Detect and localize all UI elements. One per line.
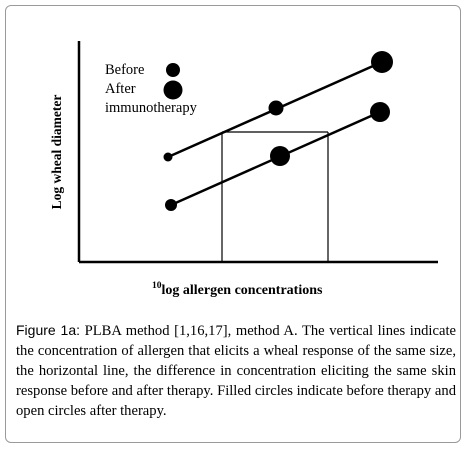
- x-axis-label-text: log allergen concentrations: [161, 283, 323, 298]
- before-point: [371, 51, 393, 73]
- legend-caption-word: immunotherapy: [105, 100, 197, 116]
- y-axis-label: Log wheal diameter: [49, 94, 64, 210]
- legend-before-marker: [166, 63, 180, 77]
- caption-text: PLBA method [1,16,17], method A. The ver…: [16, 323, 456, 419]
- after-point: [370, 102, 390, 122]
- caption-label: Figure 1a:: [16, 322, 80, 338]
- after-point: [270, 146, 290, 166]
- figure-frame: [5, 5, 461, 443]
- x-axis-label-superscript: 10: [152, 281, 162, 291]
- after-point: [165, 199, 177, 211]
- before-point: [163, 152, 173, 162]
- legend-before-label: Before: [105, 62, 145, 78]
- x-axis-label: 10log allergen concentrations: [152, 281, 322, 299]
- legend-after-label: After: [105, 81, 136, 97]
- figure-caption: Figure 1a: PLBA method [1,16,17], method…: [16, 320, 456, 421]
- legend-after-marker: [163, 80, 183, 100]
- before-point: [268, 100, 284, 116]
